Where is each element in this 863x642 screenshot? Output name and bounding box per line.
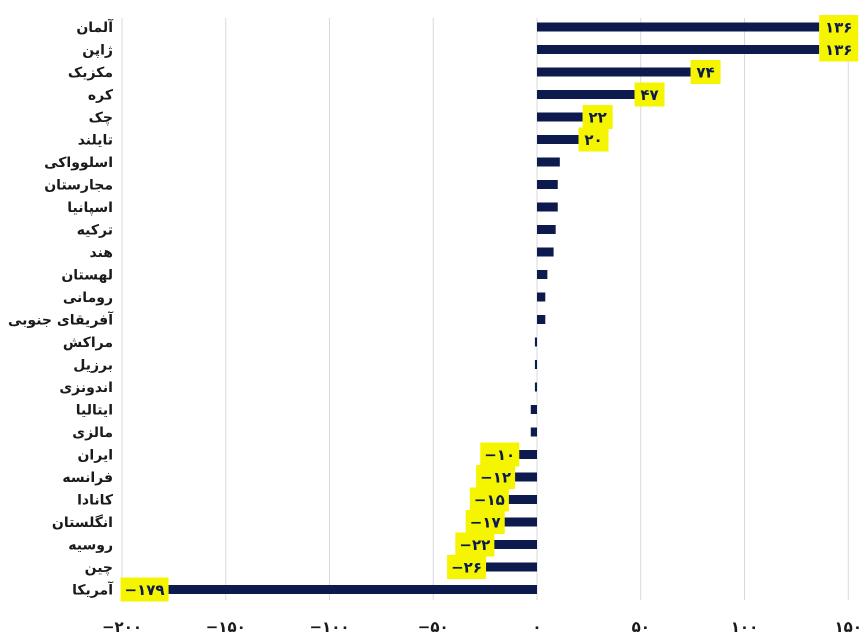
category-label: کانادا xyxy=(77,493,114,509)
x-tick-label: −۱۵۰ xyxy=(206,618,246,636)
bar xyxy=(537,22,820,32)
data-label: ۱۳۶ xyxy=(825,19,852,37)
category-label: روسیه xyxy=(68,538,113,554)
category-label: کره xyxy=(88,88,114,104)
category-label: تایلند xyxy=(78,133,113,149)
bar xyxy=(537,247,554,257)
category-label: مراکش xyxy=(63,335,113,351)
bar xyxy=(537,157,560,167)
data-label: ۲۰ xyxy=(584,131,602,149)
data-label-box xyxy=(690,60,721,84)
data-label-box xyxy=(819,15,859,39)
bar xyxy=(534,360,537,369)
bar xyxy=(537,292,546,302)
bar xyxy=(537,135,579,144)
data-label: ۷۴ xyxy=(696,64,714,82)
x-tick-label: ۱۰۰ xyxy=(731,618,758,636)
data-label: −۲۲ xyxy=(459,536,490,554)
bar xyxy=(537,90,635,99)
data-label-box xyxy=(819,37,859,62)
category-label: ژاپن xyxy=(82,43,113,59)
category-label: اسپانیا xyxy=(67,200,113,216)
category-label: رومانی xyxy=(63,290,113,306)
bar xyxy=(530,405,537,414)
category-label: مکزیک xyxy=(68,65,113,81)
data-label-box xyxy=(465,510,505,534)
category-label: آمریکا xyxy=(72,581,114,599)
bar xyxy=(534,337,537,347)
category-label: ایران xyxy=(77,448,113,464)
bar xyxy=(512,472,537,482)
category-labels: آلمان ژاپن مکزیک کره چک تایلند اسلوواکی مجارستا… xyxy=(8,18,114,599)
x-tick-label: −۱۰۰ xyxy=(309,618,349,636)
category-label: اندونزی xyxy=(59,380,113,396)
bar xyxy=(537,225,556,234)
data-label-box xyxy=(582,105,613,129)
category-label: اسلوواکی xyxy=(44,155,113,171)
data-label: −۱۲ xyxy=(480,469,511,487)
category-label: چک xyxy=(89,110,113,126)
bar xyxy=(530,427,537,437)
data-label-box xyxy=(447,555,487,579)
data-label: ۱۳۶ xyxy=(825,41,852,59)
data-label-box xyxy=(634,82,665,107)
x-tick-label: ۱۵۰ xyxy=(835,618,862,636)
category-label: برزیل xyxy=(73,358,113,374)
data-label: ۴۷ xyxy=(640,86,658,104)
bar xyxy=(537,180,558,189)
bar xyxy=(537,270,548,279)
data-label: −۱۵ xyxy=(474,491,505,509)
category-label: آفریقای جنوبی xyxy=(8,311,114,329)
x-tick-label: −۵۰ xyxy=(418,618,449,636)
category-label: ترکیه xyxy=(77,223,113,239)
data-label-box xyxy=(455,532,495,557)
data-labels: ۱۳۶ ۱۳۶ ۷۴ ۴۷ ۲۲ ۲۰ −۱۰ −۱۲ −۱۵ −۱۷ −۲۲ −۲۶ −۱۷۹ xyxy=(120,15,859,602)
data-label: −۱۷ xyxy=(470,514,501,532)
category-label: فرانسه xyxy=(62,470,113,486)
x-tick-label: ۰ xyxy=(532,618,541,636)
bar xyxy=(483,562,537,572)
x-axis-tick-labels: −۲۰۰ −۱۵۰ −۱۰۰ −۵۰ ۰ ۵۰ ۱۰۰ ۱۵۰ xyxy=(102,618,862,636)
category-label: لهستان xyxy=(61,268,113,284)
data-label: ۲۲ xyxy=(588,109,606,127)
bar xyxy=(537,45,820,54)
x-tick-label: −۲۰۰ xyxy=(102,618,142,636)
data-label: −۱۰ xyxy=(484,446,515,464)
bars xyxy=(165,22,820,594)
bar xyxy=(537,67,691,77)
bar xyxy=(505,495,537,504)
category-label: چین xyxy=(85,560,113,576)
bar xyxy=(516,450,537,459)
category-label: مالزی xyxy=(72,425,113,441)
bar xyxy=(501,517,537,527)
data-label: −۲۶ xyxy=(451,559,482,577)
bar xyxy=(534,382,537,392)
data-label-box xyxy=(578,127,609,152)
bar xyxy=(537,202,558,212)
data-label-box xyxy=(476,465,516,489)
data-label-box xyxy=(120,577,169,602)
data-label-box xyxy=(480,442,520,467)
bar xyxy=(537,315,546,324)
bar xyxy=(491,540,537,549)
x-tick-label: ۵۰ xyxy=(632,618,650,636)
data-label-box xyxy=(469,487,509,512)
bar xyxy=(165,585,537,594)
category-label: ایتالیا xyxy=(76,403,113,419)
bar xyxy=(537,112,583,122)
category-label: انگلستان xyxy=(52,514,113,531)
category-label: آلمان xyxy=(76,18,114,36)
data-label: −۱۷۹ xyxy=(125,581,165,599)
category-label: هند xyxy=(89,245,113,261)
category-label: مجارستان xyxy=(44,178,113,194)
